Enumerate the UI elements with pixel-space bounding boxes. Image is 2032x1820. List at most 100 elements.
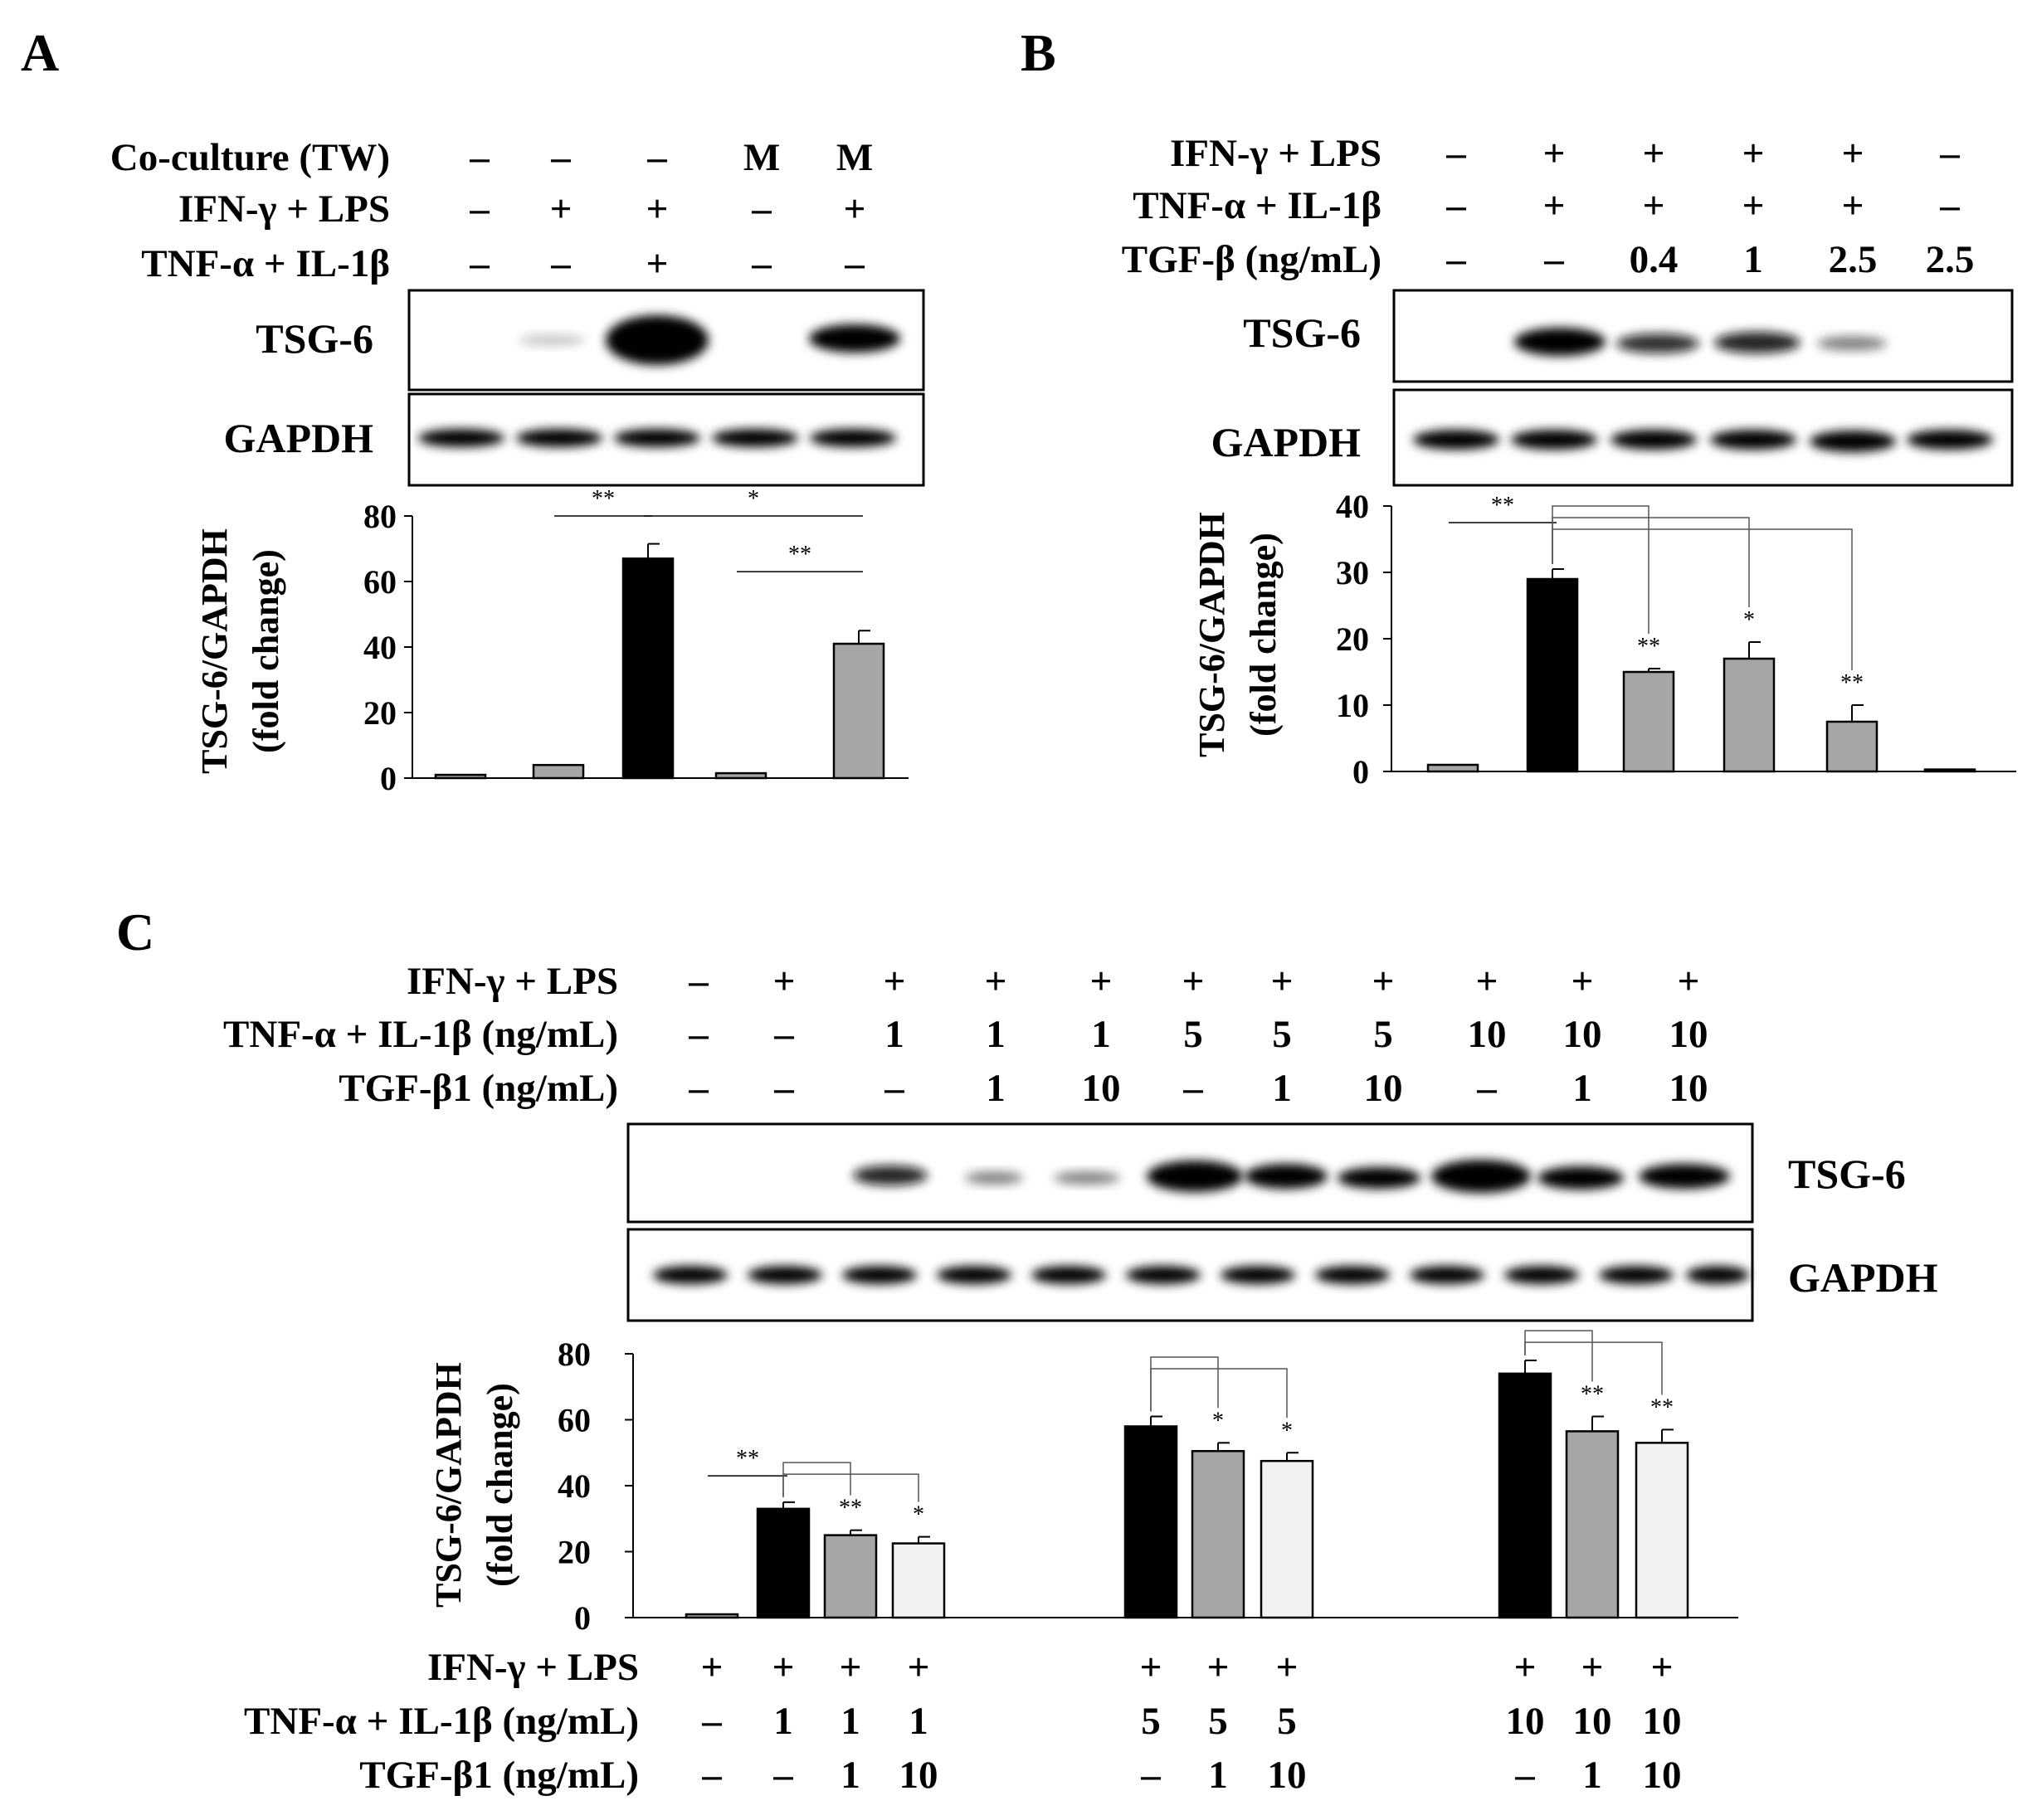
y-tick-label: 40 bbox=[363, 629, 397, 666]
condition-value: + bbox=[646, 242, 669, 285]
band bbox=[1054, 1171, 1120, 1185]
panel-letter-c: C bbox=[116, 903, 154, 961]
condition-value: – bbox=[469, 136, 490, 179]
significance-star: ** bbox=[736, 1446, 759, 1472]
condition-value: 0.4 bbox=[1630, 238, 1679, 281]
y-tick-label: 40 bbox=[1336, 488, 1369, 525]
band bbox=[853, 1165, 928, 1185]
condition-value: 10 bbox=[1468, 1013, 1507, 1056]
condition-value: + bbox=[1543, 132, 1566, 175]
bottom-condition-value: 5 bbox=[1141, 1700, 1161, 1743]
y-tick-label: 80 bbox=[558, 1336, 591, 1373]
panel-c-tsg6-label: TSG-6 bbox=[1788, 1151, 1906, 1197]
condition-value: + bbox=[1842, 184, 1864, 227]
band bbox=[842, 1266, 917, 1284]
condition-value: + bbox=[1182, 960, 1205, 1003]
panel-letter-a: A bbox=[21, 23, 59, 82]
significance-star: ** bbox=[1491, 493, 1514, 518]
bottom-condition-value: + bbox=[701, 1646, 724, 1689]
band bbox=[1504, 1266, 1579, 1284]
condition-value: 1 bbox=[1272, 1067, 1292, 1110]
bottom-condition-value: – bbox=[1140, 1754, 1161, 1797]
condition-value: + bbox=[1476, 960, 1498, 1003]
panel-b-tsg6-label: TSG-6 bbox=[1243, 309, 1361, 356]
bar bbox=[1825, 720, 1879, 773]
condition-value: 1 bbox=[986, 1013, 1006, 1056]
condition-value: + bbox=[1842, 132, 1864, 175]
condition-value: + bbox=[550, 187, 573, 231]
significance-star: ** bbox=[788, 542, 811, 567]
bar bbox=[714, 771, 767, 780]
significance-star: * bbox=[1281, 1418, 1293, 1443]
band bbox=[418, 429, 504, 447]
bar bbox=[1723, 657, 1776, 773]
comparison-bracket bbox=[1552, 528, 1853, 670]
bar bbox=[1260, 1459, 1314, 1619]
condition-value: 5 bbox=[1183, 1013, 1203, 1056]
panel-a-row-label-ifn: IFN-γ + LPS bbox=[178, 187, 390, 231]
band bbox=[1599, 1266, 1674, 1284]
condition-value: M bbox=[836, 136, 873, 179]
significance-star: * bbox=[748, 486, 759, 512]
condition-value: 10 bbox=[1669, 1013, 1708, 1056]
bottom-condition-value: + bbox=[1514, 1646, 1537, 1689]
condition-value: + bbox=[1090, 960, 1113, 1003]
band bbox=[1245, 1164, 1328, 1189]
band bbox=[712, 429, 798, 447]
significance-star: * bbox=[1212, 1408, 1224, 1433]
comparison-bracket bbox=[782, 1473, 919, 1502]
band bbox=[1907, 430, 1993, 450]
panel-c-gapdh-bands bbox=[653, 1266, 1749, 1284]
significance-star: ** bbox=[1637, 634, 1660, 659]
band bbox=[1410, 1266, 1484, 1284]
bar bbox=[1565, 1430, 1620, 1619]
panel-a-gapdh-bands bbox=[418, 429, 896, 447]
bottom-condition-value: + bbox=[1276, 1646, 1299, 1689]
bottom-condition-value: 1 bbox=[909, 1700, 928, 1743]
bottom-condition-value: + bbox=[840, 1646, 862, 1689]
panel-b-ylabel-2: (fold change) bbox=[1243, 533, 1284, 737]
bar bbox=[532, 763, 585, 780]
panel-a-tsg6-label: TSG-6 bbox=[256, 315, 373, 362]
condition-value: + bbox=[844, 187, 866, 231]
band bbox=[1413, 430, 1499, 450]
bar bbox=[756, 1507, 811, 1619]
bottom-condition-value: 10 bbox=[1643, 1754, 1682, 1797]
condition-value: 10 bbox=[1669, 1067, 1708, 1110]
y-tick-label: 20 bbox=[1336, 620, 1369, 658]
band bbox=[1616, 333, 1699, 353]
condition-value: – bbox=[688, 1067, 709, 1110]
significance-star: * bbox=[913, 1502, 924, 1528]
condition-value: 10 bbox=[1364, 1067, 1403, 1110]
band bbox=[1431, 1160, 1531, 1193]
condition-value: – bbox=[1445, 184, 1466, 227]
bottom-condition-value: 1 bbox=[1582, 1754, 1602, 1797]
panel-c-row-label-tnf: TNF-α + IL-1β (ng/mL) bbox=[223, 1013, 618, 1056]
band bbox=[1514, 328, 1606, 356]
band bbox=[653, 1266, 728, 1284]
bottom-condition-value: – bbox=[701, 1754, 722, 1797]
panel-letter-b: B bbox=[1021, 23, 1056, 82]
band bbox=[1537, 1166, 1624, 1190]
panel-b-row-label-tnf: TNF-α + IL-1β bbox=[1133, 184, 1381, 227]
condition-value: 2.5 bbox=[1829, 238, 1878, 281]
condition-value: + bbox=[773, 960, 796, 1003]
significance-star: ** bbox=[1650, 1394, 1674, 1420]
bar bbox=[434, 773, 487, 780]
bar bbox=[823, 1534, 878, 1619]
condition-value: – bbox=[884, 1067, 904, 1110]
bar bbox=[685, 1613, 739, 1619]
panel-c-bottom-row-label-tgf: TGF-β1 (ng/mL) bbox=[359, 1754, 639, 1797]
bottom-condition-value: 10 bbox=[1268, 1754, 1307, 1797]
condition-value: 10 bbox=[1082, 1067, 1121, 1110]
condition-value: – bbox=[773, 1013, 794, 1056]
condition-value: + bbox=[1543, 184, 1566, 227]
bottom-condition-value: 1 bbox=[841, 1700, 860, 1743]
band bbox=[614, 429, 700, 447]
bar bbox=[891, 1542, 946, 1619]
significance-star: ** bbox=[592, 486, 615, 512]
condition-value: M bbox=[743, 136, 780, 179]
